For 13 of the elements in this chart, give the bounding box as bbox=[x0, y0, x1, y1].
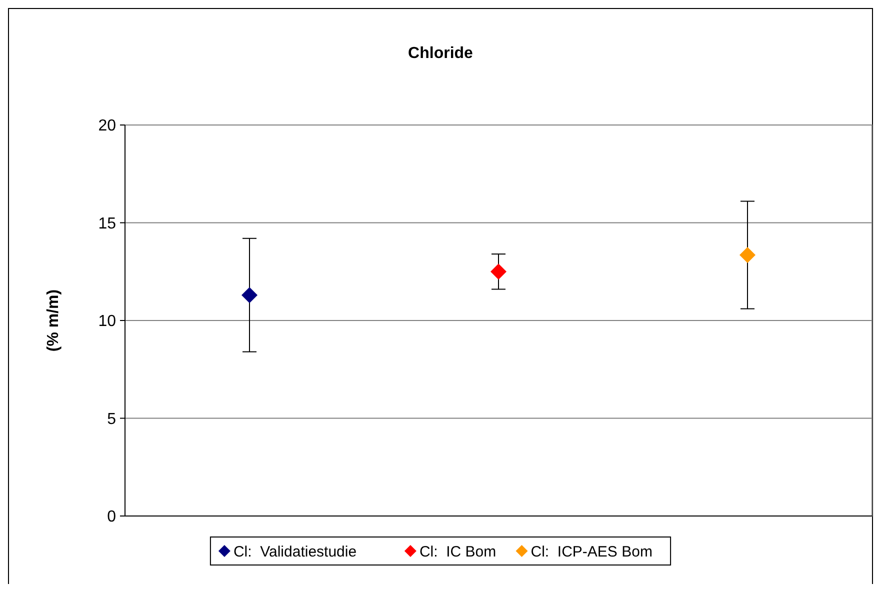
legend-label: Cl: Validatiestudie bbox=[233, 543, 357, 560]
y-tick-label: 10 bbox=[98, 313, 116, 330]
y-tick-label: 20 bbox=[98, 118, 116, 135]
point bbox=[490, 264, 506, 280]
y-tick-label: 5 bbox=[107, 410, 116, 428]
point bbox=[242, 287, 258, 304]
y-tick-label: 15 bbox=[98, 215, 116, 232]
chart-title: Chloride bbox=[408, 45, 474, 62]
legend-label: Cl: ICP-AES Bom bbox=[530, 543, 652, 560]
point bbox=[740, 247, 756, 264]
legend-label: Cl: IC Bom bbox=[419, 543, 496, 560]
y-axis-title: (% m/m) bbox=[45, 289, 62, 352]
y-tick-label: 0 bbox=[107, 508, 116, 526]
